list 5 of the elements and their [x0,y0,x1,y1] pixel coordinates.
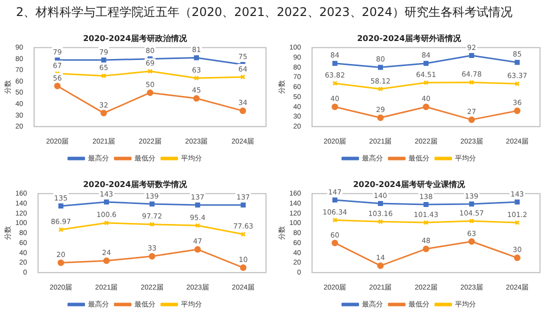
chart-title: 2020-2024届考研政治情况 [83,34,188,43]
text: 2、材料科学与工程学院近五年（2020、2021、2022、2023、2024）研究生各科考试情况 [16,4,512,21]
chart-title: 2020-2024届考研专业课情况 [353,180,466,189]
chart-title: 2020-2024届考研外语情况 [357,34,462,43]
chart-title: 2020-2024届考研数学情况 [83,180,188,189]
